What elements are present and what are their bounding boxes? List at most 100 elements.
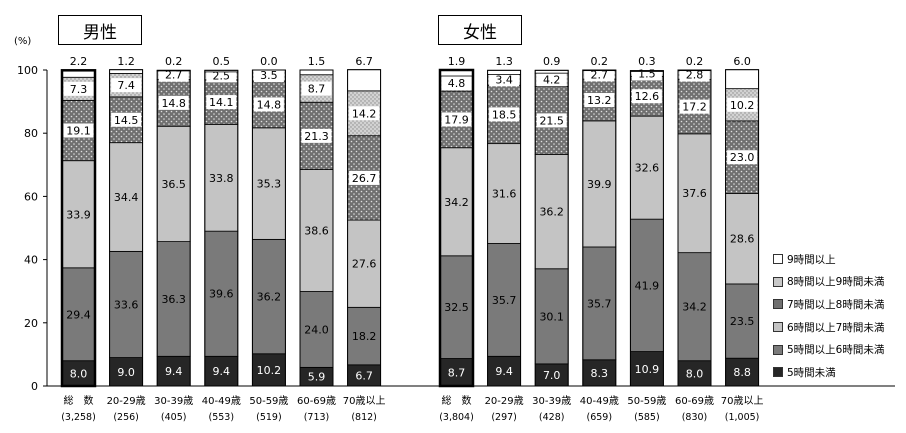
data-label: 9.4 — [213, 365, 231, 378]
data-label-background — [536, 72, 567, 87]
data-label: 21.3 — [304, 130, 329, 143]
legend-label: 6時間以上7時間未満 — [787, 321, 885, 334]
data-label: 18.5 — [492, 108, 517, 121]
data-label: 2.5 — [213, 69, 231, 82]
legend-swatch — [773, 322, 783, 333]
data-label: 1.3 — [495, 55, 513, 68]
data-label-background — [489, 107, 520, 122]
category-label: 50-59歳 — [627, 395, 666, 407]
data-label: 0.9 — [543, 55, 561, 68]
legend-item: 5時間未満 — [773, 361, 884, 384]
data-label: 33.6 — [114, 298, 139, 311]
bar-segment — [347, 219, 382, 308]
bar-segment — [487, 69, 522, 75]
bar-segment — [109, 142, 143, 252]
legend-swatch — [773, 367, 783, 378]
data-label: 14.5 — [114, 114, 139, 127]
data-label: 14.2 — [352, 107, 377, 120]
data-label: 7.3 — [70, 83, 88, 96]
data-label-background — [441, 112, 472, 127]
data-label: 1.2 — [117, 55, 135, 68]
bar-segment — [487, 355, 522, 387]
sample-size-label: (3,804) — [439, 412, 474, 423]
legend-item: 9時間以上 — [773, 248, 884, 271]
data-label: 31.6 — [492, 188, 517, 201]
legend-item: 6時間以上7時間未満 — [773, 316, 884, 339]
data-label: 8.0 — [686, 367, 704, 380]
category-label: 60-69歳 — [675, 395, 714, 407]
bar-segment — [109, 69, 143, 74]
bar-outline — [204, 69, 239, 387]
y-tick-label: 20 — [24, 317, 38, 330]
data-label: 2.7 — [591, 68, 609, 81]
bar-segment — [61, 160, 96, 269]
bar-segment — [204, 230, 239, 357]
bar-outline — [487, 69, 522, 387]
legend-label: 8時間以上9時間未満 — [787, 276, 885, 289]
data-label: 18.2 — [352, 330, 377, 343]
bar-segment — [109, 250, 143, 358]
data-label: 4.8 — [448, 77, 466, 90]
female-title: 女性 — [438, 15, 522, 45]
data-label: 36.2 — [539, 206, 564, 219]
data-label: 38.6 — [304, 225, 329, 238]
data-label: 6.7 — [355, 55, 373, 68]
data-label-background — [631, 66, 662, 81]
bar-outline — [582, 69, 617, 387]
legend-label: 9時間以上 — [787, 253, 836, 266]
data-label: 10.2 — [257, 364, 282, 377]
data-label: 35.3 — [257, 178, 282, 191]
legend-label: 5時間以上6時間未満 — [787, 344, 885, 357]
data-label: 32.5 — [444, 301, 469, 314]
bar-outline — [677, 69, 712, 387]
data-label: 0.0 — [260, 55, 278, 68]
data-label: 5.9 — [308, 371, 326, 384]
data-label: 19.1 — [66, 125, 91, 138]
data-label-background — [253, 97, 284, 112]
y-tick-label: 80 — [24, 127, 38, 140]
bar-outline — [629, 70, 664, 387]
bar-segment — [582, 246, 617, 361]
data-label: 37.6 — [682, 187, 707, 200]
data-label-background — [158, 95, 189, 110]
category-label: 60-69歳 — [297, 395, 336, 407]
data-label-background — [536, 113, 567, 128]
data-label: 1.9 — [448, 55, 466, 68]
data-label-background — [301, 81, 332, 96]
category-label: 20-29歳 — [485, 395, 524, 407]
bar-segment — [299, 291, 334, 368]
data-label: 23.0 — [730, 151, 755, 164]
data-label-background — [679, 99, 710, 114]
data-label: 30.1 — [539, 310, 564, 323]
data-label: 4.2 — [543, 73, 561, 86]
data-label: 12.6 — [635, 90, 660, 103]
bar-outline — [109, 69, 144, 387]
data-label-background — [63, 123, 94, 138]
bar-segment — [156, 355, 191, 387]
bar-segment — [156, 241, 191, 357]
bar-outline — [60, 69, 97, 388]
data-label-background — [679, 67, 710, 82]
y-tick-label: 100 — [17, 64, 38, 77]
sample-size-label: (830) — [682, 412, 708, 423]
data-label: 2.8 — [686, 69, 704, 82]
data-label: 8.3 — [591, 367, 609, 380]
bar-outline — [251, 69, 286, 387]
data-label-background — [301, 128, 332, 143]
data-label: 0.2 — [165, 55, 183, 68]
category-label: 30-39歳 — [532, 395, 571, 407]
data-label-background — [727, 97, 758, 112]
y-unit-label: (%) — [14, 36, 31, 47]
data-label: 32.6 — [635, 162, 660, 175]
data-label-background — [727, 150, 758, 165]
data-label: 2.2 — [70, 55, 88, 68]
data-label: 2.7 — [165, 69, 183, 82]
legend-swatch — [773, 276, 783, 287]
legend-item: 7時間以上8時間未満 — [773, 293, 884, 316]
category-label: 総 数 — [442, 394, 472, 407]
male-title: 男性 — [58, 15, 142, 45]
y-tick-label: 40 — [24, 254, 38, 267]
sample-size-label: (519) — [256, 412, 282, 423]
data-label: 17.2 — [682, 101, 707, 114]
category-label: 70歳以上 — [343, 395, 386, 407]
